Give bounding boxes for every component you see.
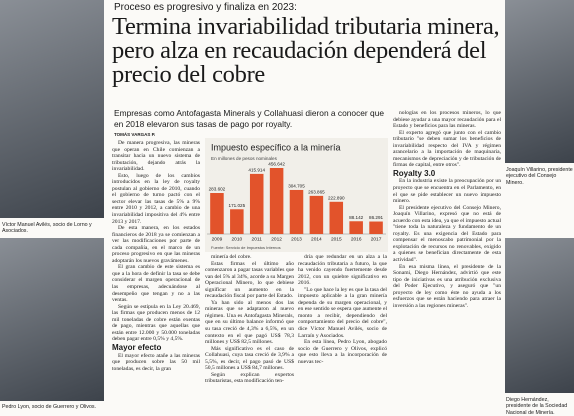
paragraph: "Lo que hace la ley es que la tasa del i…	[298, 286, 387, 339]
paragraph: dría que redundar en un alza a la recaud…	[298, 254, 387, 287]
value-label: 88.142	[349, 215, 363, 220]
x-tick-label: 2017	[371, 236, 382, 242]
chart-source: Fuente: Servicio de Impuestos Internos	[211, 245, 281, 250]
paragraph: nologías en los procesos mineros, lo que…	[393, 110, 501, 130]
paragraph: El gran cambio de este sistema es que a …	[112, 264, 200, 304]
photo	[0, 238, 104, 401]
section-heading: Royalty 3.0	[393, 168, 436, 178]
bar	[309, 195, 324, 234]
photo-caption: Diego Hernández, presidente de la Socied…	[506, 397, 568, 416]
x-tick-label: 2009	[212, 236, 223, 242]
paragraph: minería del cobre.	[211, 254, 252, 260]
paragraph: Estas firmas el último año comenzaron a …	[205, 260, 294, 300]
photo	[505, 0, 574, 163]
x-tick-label: 2013	[291, 236, 302, 242]
bar	[369, 221, 383, 234]
section-heading: Mayor efecto	[112, 342, 162, 352]
bar	[249, 173, 264, 234]
paragraph: Según se estipula en la Ley 20.469, las …	[112, 303, 200, 343]
photo	[505, 238, 574, 393]
bar	[329, 201, 344, 234]
chart-title: Impuesto específico a la minería	[211, 142, 341, 152]
value-label: 171.025	[229, 203, 246, 208]
paragraph: El experto agregó que junto con el cambi…	[393, 129, 501, 169]
bar	[210, 193, 224, 234]
paragraph: Esto, luego de los cambios introducidos …	[112, 172, 200, 225]
text-column: nologías en los procesos mineros, lo que…	[393, 110, 501, 416]
value-label: 456.642	[268, 162, 285, 167]
chart: Impuesto específico a la minería En mill…	[205, 138, 388, 252]
text-column: minería del cobre. Estas firmas el último…	[205, 254, 294, 416]
photo-caption: Víctor Manuel Avilés, socio de Lorno y A…	[2, 222, 92, 235]
text-column: dría que redundar en un alza a la recaud…	[298, 254, 387, 416]
photo-caption: Joaquín Villarino, presidente ejecutivo …	[506, 167, 573, 186]
x-tick-label: 2016	[351, 236, 362, 242]
value-label: 283.602	[209, 187, 226, 192]
bar	[289, 189, 304, 234]
paragraph: El presidente ejecutivo del Consejo Mine…	[393, 204, 501, 264]
photo-caption: Pedro Lyon, socio de Guerrero y Olivos.	[2, 404, 97, 410]
paragraph: De esta manera, en los estados financier…	[112, 225, 200, 264]
byline: TOMÁS VARGAS P.	[114, 132, 156, 137]
headline: Termina invariabilidad tributaria minera…	[112, 13, 500, 88]
value-label: 263.865	[308, 190, 325, 195]
paragraph: De manera progresiva, las mineras que op…	[112, 140, 200, 173]
paragraph: Según explican expertos tributaristas, e…	[205, 371, 294, 385]
paragraph: En esta línea, Pedro Lyon, abogado socio…	[298, 339, 387, 365]
x-tick-label: 2010	[231, 236, 242, 242]
bar	[349, 221, 363, 234]
value-label: 86.291	[369, 215, 383, 220]
paragraph: En esa misma línea, el presidente de la …	[393, 263, 501, 309]
x-tick-label: 2011	[252, 236, 263, 242]
x-tick-label: 2012	[271, 236, 282, 242]
paragraph: Más significativo es el caso de Collahua…	[205, 345, 294, 372]
text-column: De manera progresiva, las mineras que op…	[112, 140, 200, 416]
x-tick-label: 2014	[311, 236, 322, 242]
value-label: 222.890	[328, 196, 345, 201]
lead: Empresas como Antofagasta Minerals y Col…	[114, 108, 385, 129]
bar	[269, 168, 284, 234]
bar	[230, 209, 244, 234]
value-label: 304.705	[288, 184, 305, 189]
photo	[0, 0, 104, 218]
chart-subtitle: En millones de pesos nominales	[211, 156, 278, 161]
paragraph: Ya han sido al menos dos las mineras que…	[205, 299, 294, 346]
x-tick-label: 2015	[331, 236, 342, 242]
paragraph: El mayor efecto atañe a las mineras que …	[112, 352, 200, 372]
kicker: Proceso es progresivo y finaliza en 2023…	[114, 2, 297, 13]
paragraph: En la industria existe la preocupación p…	[393, 178, 501, 205]
value-label: 415.914	[248, 168, 265, 173]
